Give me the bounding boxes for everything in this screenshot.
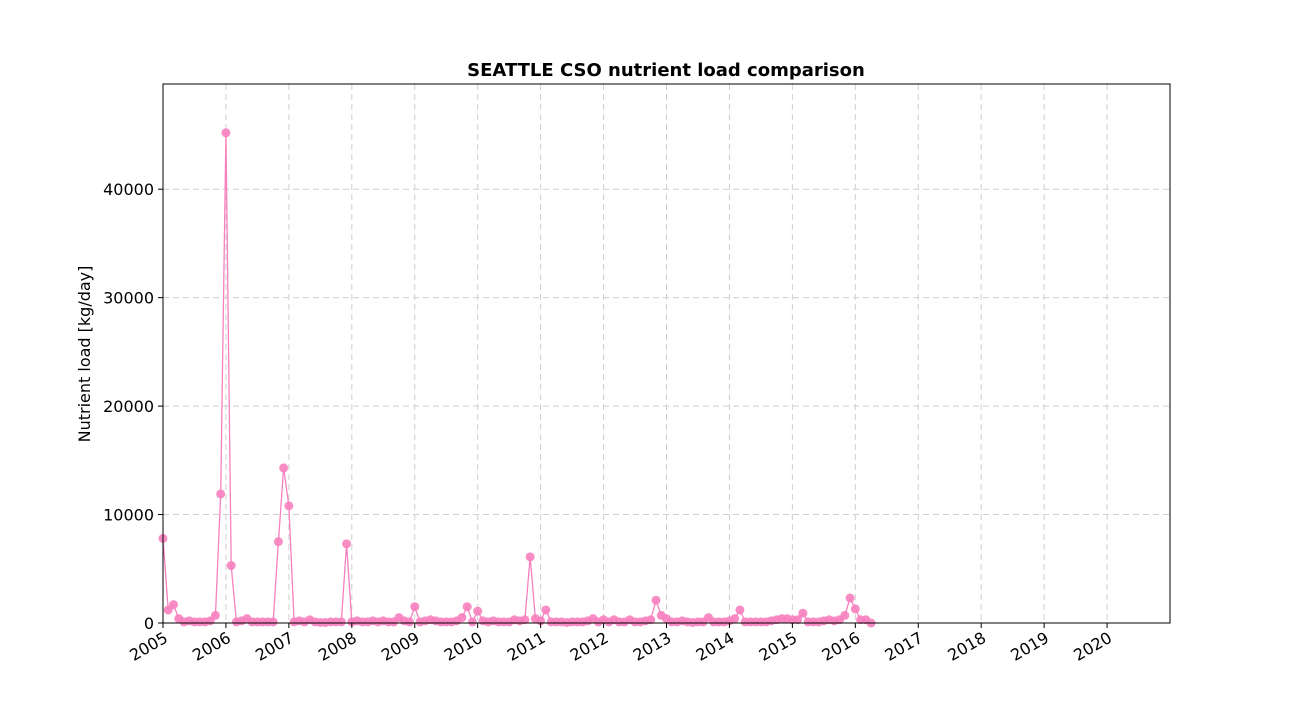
data-point <box>840 610 850 620</box>
x-tick-label: 2016 <box>819 628 864 665</box>
x-tick-label: 2011 <box>504 628 549 665</box>
data-point <box>735 605 745 615</box>
x-tick-label: 2007 <box>252 628 297 665</box>
y-axis-label: Nutrient load [kg/day] <box>75 266 94 443</box>
chart-title: SEATTLE CSO nutrient load comparison <box>467 60 865 81</box>
data-point <box>651 595 661 605</box>
x-tick-label: 2014 <box>693 628 738 665</box>
data-point <box>845 593 855 603</box>
data <box>158 128 876 628</box>
data-point <box>336 617 346 627</box>
y-tick-label: 20000 <box>103 397 154 416</box>
data-point <box>467 617 477 627</box>
data-point <box>541 605 551 615</box>
data-point <box>210 610 220 620</box>
x-tick-label: 2005 <box>126 628 171 665</box>
x-tick-label: 2017 <box>881 628 926 665</box>
x-tick-label: 2009 <box>378 628 423 665</box>
x-tick-label: 2006 <box>189 628 234 665</box>
data-point <box>850 604 860 614</box>
data-point <box>268 617 278 627</box>
data-point <box>342 539 352 549</box>
data-point <box>273 537 283 547</box>
data-point <box>216 489 226 499</box>
data-point <box>405 617 415 627</box>
x-tick-label: 2018 <box>944 628 989 665</box>
data-point <box>646 615 656 625</box>
x-tick-label: 2012 <box>567 628 612 665</box>
data-point <box>525 552 535 562</box>
data-point <box>226 561 236 571</box>
y-tick-label: 0 <box>144 614 154 633</box>
y-tick-label: 10000 <box>103 506 154 525</box>
x-tick-label: 2019 <box>1007 628 1052 665</box>
data-point <box>730 614 740 624</box>
data-point <box>793 615 803 625</box>
data-point <box>284 501 294 511</box>
y-tick-label: 30000 <box>103 289 154 308</box>
data-point <box>457 613 467 623</box>
x-tick-label: 2008 <box>315 628 360 665</box>
axes: 0 10000 20000 30000 40000 2005 2006 2007 2008 200… <box>103 180 1115 665</box>
series-line <box>162 132 872 624</box>
y-tick-label: 40000 <box>103 180 154 199</box>
data-point <box>221 128 231 138</box>
x-tick-label: 2015 <box>756 628 801 665</box>
data-point <box>279 463 289 473</box>
data-point <box>798 608 808 618</box>
data-point <box>520 615 530 625</box>
x-tick-label: 2010 <box>441 628 486 665</box>
grid <box>162 84 1170 624</box>
data-point <box>168 600 178 610</box>
x-tick-label: 2013 <box>630 628 675 665</box>
data-point <box>410 602 420 612</box>
data-point <box>462 602 472 612</box>
data-point <box>473 606 483 616</box>
x-tick-label: 2020 <box>1070 628 1115 665</box>
